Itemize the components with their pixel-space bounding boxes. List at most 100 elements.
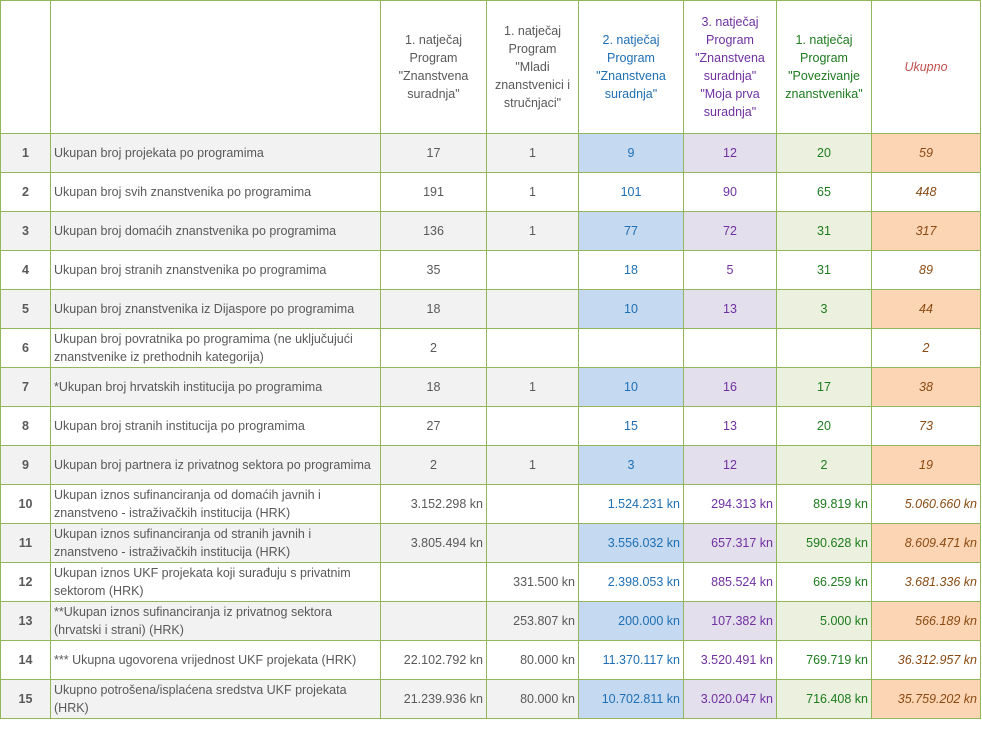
cell-program-2-znanstvena-suradnja: 3.556.032 kn [578,523,684,563]
table-row: 7 *Ukupan broj hrvatskih institucija po p… [0,367,981,407]
table-row: 2 Ukupan broj svih znanstvenika po progra… [0,172,981,212]
cell-program-1-mladi-znanstvenici: 1 [486,445,579,485]
header-program-1-mladi-znanstvenici: 1. natječaj Program "Mladi znanstvenici … [486,0,579,134]
header-row: 1. natječaj Program "Znanstvena suradnja… [0,0,981,134]
cell-program-2-znanstvena-suradnja: 18 [578,250,684,290]
cell-program-1-mladi-znanstvenici: 80.000 kn [486,640,579,680]
cell-total: 8.609.471 kn [871,523,981,563]
cell-program-2-znanstvena-suradnja: 3 [578,445,684,485]
row-number: 8 [0,406,51,446]
row-number: 7 [0,367,51,407]
header-description [50,0,381,134]
row-number: 15 [0,679,51,719]
table-row: 9 Ukupan broj partnera iz privatnog sekto… [0,445,981,485]
header-program-2-znanstvena-suradnja: 2. natječaj Program "Znanstvena suradnja… [578,0,684,134]
row-label: Ukupan broj stranih znanstvenika po prog… [50,250,381,290]
row-label: Ukupan broj znanstvenika iz Dijaspore po… [50,289,381,329]
cell-total: 89 [871,250,981,290]
header-number [0,0,51,134]
cell-program-3-moja-prva-suradnja: 72 [683,211,777,251]
cell-program-1-povezivanje: 20 [776,133,872,173]
cell-program-1-znanstvena-suradnja: 27 [380,406,487,446]
table-row: 1 Ukupan broj projekata po programima 17 1 9… [0,133,981,173]
row-label: *** Ukupna ugovorena vrijednost UKF proj… [50,640,381,680]
cell-program-2-znanstvena-suradnja [578,328,684,368]
cell-program-1-povezivanje: 20 [776,406,872,446]
cell-total: 3.681.336 kn [871,562,981,602]
cell-program-1-znanstvena-suradnja: 3.152.298 kn [380,484,487,524]
row-label: Ukupan broj svih znanstvenika po program… [50,172,381,212]
cell-program-3-moja-prva-suradnja: 885.524 kn [683,562,777,602]
cell-program-1-povezivanje: 66.259 kn [776,562,872,602]
row-label: Ukupan iznos UKF projekata koji surađuju… [50,562,381,602]
cell-program-1-povezivanje: 31 [776,211,872,251]
row-number: 9 [0,445,51,485]
cell-total: 448 [871,172,981,212]
row-number: 3 [0,211,51,251]
row-number: 2 [0,172,51,212]
row-label: Ukupan broj domaćih znanstvenika po prog… [50,211,381,251]
table-row: 4 Ukupan broj stranih znanstvenika po pro… [0,250,981,290]
cell-program-2-znanstvena-suradnja: 10 [578,367,684,407]
table-row: 15 Ukupno potrošena/isplaćena sredstva UK… [0,679,981,719]
cell-program-1-znanstvena-suradnja: 21.239.936 kn [380,679,487,719]
row-number: 13 [0,601,51,641]
row-number: 14 [0,640,51,680]
cell-program-1-znanstvena-suradnja: 136 [380,211,487,251]
cell-total: 5.060.660 kn [871,484,981,524]
cell-program-1-znanstvena-suradnja: 191 [380,172,487,212]
cell-program-1-znanstvena-suradnja: 18 [380,367,487,407]
header-program-1-znanstvena-suradnja: 1. natječaj Program "Znanstvena suradnja… [380,0,487,134]
table-row: 14 *** Ukupna ugovorena vrijednost UKF pr… [0,640,981,680]
cell-program-2-znanstvena-suradnja: 9 [578,133,684,173]
cell-total: 19 [871,445,981,485]
cell-program-1-povezivanje [776,328,872,368]
cell-program-1-mladi-znanstvenici: 80.000 kn [486,679,579,719]
row-label: Ukupan broj projekata po programima [50,133,381,173]
header-program-1-povezivanje: 1. natječaj Program "Povezivanje znanstv… [776,0,872,134]
row-number: 4 [0,250,51,290]
cell-program-1-povezivanje: 5.000 kn [776,601,872,641]
cell-program-1-povezivanje: 31 [776,250,872,290]
cell-program-1-mladi-znanstvenici: 1 [486,172,579,212]
cell-program-2-znanstvena-suradnja: 77 [578,211,684,251]
cell-total: 35.759.202 kn [871,679,981,719]
row-number: 11 [0,523,51,563]
cell-program-3-moja-prva-suradnja: 13 [683,289,777,329]
cell-program-1-mladi-znanstvenici [486,523,579,563]
cell-program-3-moja-prva-suradnja: 16 [683,367,777,407]
row-label: Ukupan broj partnera iz privatnog sektor… [50,445,381,485]
cell-program-1-mladi-znanstvenici [486,484,579,524]
cell-total: 59 [871,133,981,173]
cell-program-1-povezivanje: 716.408 kn [776,679,872,719]
cell-program-1-povezivanje: 17 [776,367,872,407]
cell-program-1-povezivanje: 2 [776,445,872,485]
cell-program-3-moja-prva-suradnja: 5 [683,250,777,290]
cell-total: 36.312.957 kn [871,640,981,680]
cell-program-1-mladi-znanstvenici: 1 [486,133,579,173]
cell-program-1-povezivanje: 769.719 kn [776,640,872,680]
row-label: **Ukupan iznos sufinanciranja iz privatn… [50,601,381,641]
cell-program-1-znanstvena-suradnja: 35 [380,250,487,290]
cell-program-1-znanstvena-suradnja [380,562,487,602]
cell-program-1-mladi-znanstvenici [486,406,579,446]
table-row: 12 Ukupan iznos UKF projekata koji surađu… [0,562,981,602]
cell-program-3-moja-prva-suradnja: 12 [683,133,777,173]
cell-program-2-znanstvena-suradnja: 1.524.231 kn [578,484,684,524]
cell-program-2-znanstvena-suradnja: 2.398.053 kn [578,562,684,602]
cell-program-2-znanstvena-suradnja: 11.370.117 kn [578,640,684,680]
table-row: 11 Ukupan iznos sufinanciranja od stranih… [0,523,981,563]
row-label: Ukupan broj stranih institucija po progr… [50,406,381,446]
cell-program-3-moja-prva-suradnja: 90 [683,172,777,212]
cell-program-1-mladi-znanstvenici: 331.500 kn [486,562,579,602]
cell-total: 317 [871,211,981,251]
row-number: 6 [0,328,51,368]
cell-total: 566.189 kn [871,601,981,641]
cell-program-3-moja-prva-suradnja: 294.313 kn [683,484,777,524]
cell-program-3-moja-prva-suradnja: 13 [683,406,777,446]
cell-program-3-moja-prva-suradnja: 12 [683,445,777,485]
table-row: 13 **Ukupan iznos sufinanciranja iz priva… [0,601,981,641]
row-label: Ukupan broj povratnika po programima (ne… [50,328,381,368]
cell-program-1-povezivanje: 89.819 kn [776,484,872,524]
header-program-3-moja-prva-suradnja: 3. natječaj Program "Znanstvena suradnja… [683,0,777,134]
